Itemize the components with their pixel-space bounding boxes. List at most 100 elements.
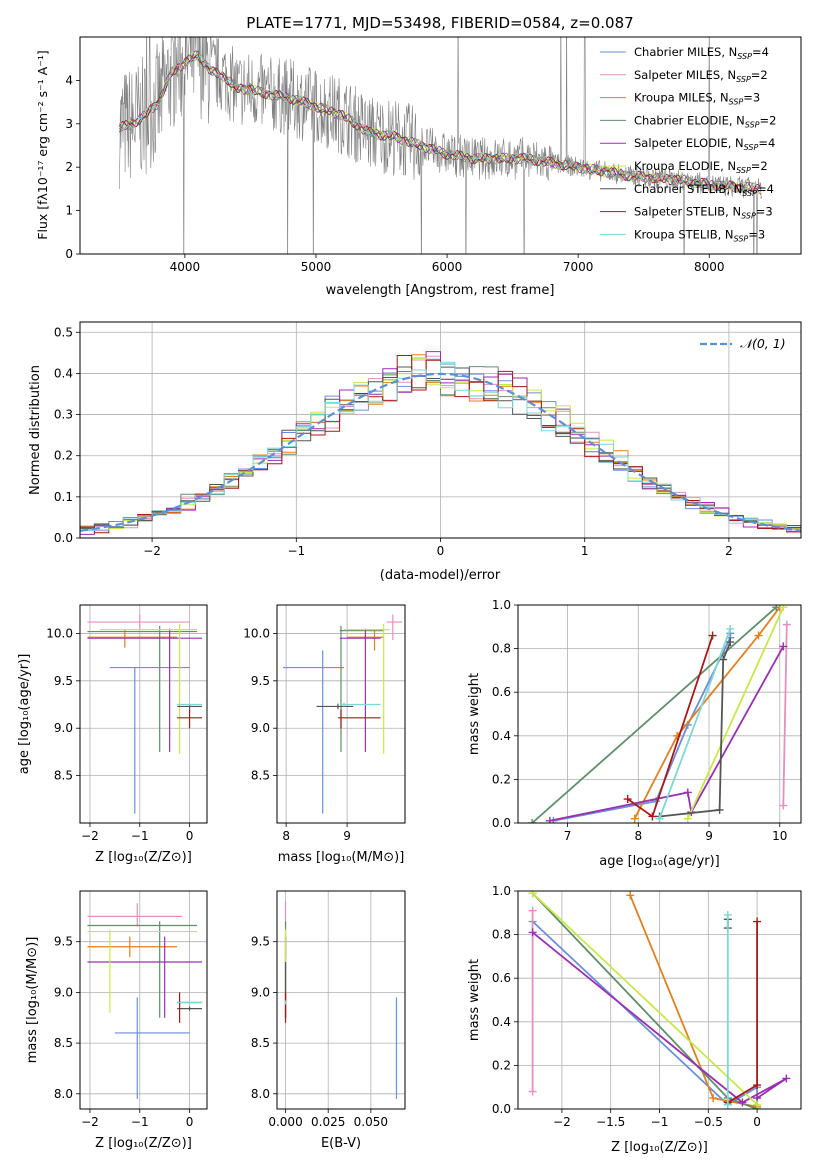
- legend-label: Chabrier MILES, NSSP=4: [634, 45, 769, 61]
- x-tick-label: 10: [772, 829, 787, 843]
- x-axis-label: wavelength [Angstrom, rest frame]: [326, 283, 555, 298]
- axes-frame-age_vs_mass: [276, 604, 406, 824]
- mass-weight-marker: [753, 1081, 762, 1090]
- error-bar-point: [87, 614, 190, 629]
- x-axis-label: age [log₁₀(age/yr)]: [599, 854, 720, 869]
- spectrum-data-line: [119, 37, 762, 254]
- y-tick-label: 0.8: [492, 642, 511, 656]
- y-tick-label: 0.6: [492, 971, 511, 985]
- mass-weight-marker: [779, 642, 788, 651]
- axes-frame-age_vs_Z: [79, 604, 208, 824]
- figure-title: PLATE=1771, MJD=53498, FIBERID=0584, z=0…: [246, 14, 633, 32]
- error-bar-point: [283, 650, 345, 814]
- mass-weight-line: [686, 606, 785, 819]
- x-tick-label: −2: [81, 1115, 99, 1129]
- error-bar-point: [177, 1000, 203, 1005]
- axes-frame-residuals: [79, 321, 802, 539]
- x-tick-label: 9: [343, 829, 351, 843]
- x-tick-label: 0.000: [268, 1115, 302, 1129]
- mass-weight-line: [531, 920, 758, 1106]
- error-bar-point: [337, 709, 381, 729]
- mass-weight-marker: [528, 928, 537, 937]
- y-tick-label: 0.2: [492, 1058, 511, 1072]
- y-tick-label: 0.1: [54, 490, 73, 504]
- mass-weight-marker: [626, 891, 635, 900]
- x-tick-label: −2: [143, 544, 161, 558]
- mass-weight-line: [633, 606, 781, 820]
- axes-mass_vs_ebv: [277, 891, 405, 1109]
- y-tick-label: 9.0: [54, 985, 73, 999]
- mass-weight-marker: [630, 814, 639, 823]
- x-tick-label: 0: [186, 1115, 194, 1129]
- plot-area-mass_vs_Z: [87, 903, 203, 1099]
- mass-weight-marker: [779, 605, 788, 612]
- error-bar-point: [87, 921, 198, 1018]
- x-tick-label: −2: [81, 829, 99, 843]
- mass-weight-marker: [528, 891, 537, 898]
- mass-weight-line: [782, 624, 788, 806]
- mass-weight-line: [629, 895, 758, 1108]
- x-tick-label: −1: [287, 544, 305, 558]
- y-tick-label: 9.5: [251, 935, 270, 949]
- x-axis-label: Z [log₁₀(Z/Z⊙)]: [611, 1140, 708, 1155]
- mass-weight-marker: [528, 819, 537, 823]
- legend-label: Salpeter ELODIE, NSSP=4: [634, 136, 775, 152]
- axes-frame-mass_vs_ebv: [276, 890, 406, 1110]
- mass-weight-marker: [719, 655, 728, 664]
- mass-weight-marker: [655, 814, 664, 823]
- plot-area-spectrum: [118, 37, 762, 254]
- mass-weight-line: [659, 641, 732, 818]
- plot-area-residuals: [80, 351, 801, 535]
- mass-weight-marker: [782, 620, 791, 629]
- x-tick-label: −1: [131, 829, 149, 843]
- mass-weight-line: [532, 931, 787, 1104]
- x-tick-label: 2: [725, 544, 733, 558]
- y-tick-label: 0.0: [492, 816, 511, 830]
- y-tick-label: 10.0: [46, 626, 73, 640]
- legend-label: Chabrier STELIB, NSSP=4: [634, 182, 774, 198]
- legend-label: Kroupa STELIB, NSSP=3: [634, 227, 765, 243]
- x-tick-label: 0.025: [311, 1115, 345, 1129]
- y-tick-label: 0.3: [54, 408, 73, 422]
- x-tick-label: −1: [651, 1115, 669, 1129]
- x-tick-label: −1: [131, 1115, 149, 1129]
- x-tick-label: 6000: [432, 260, 463, 274]
- error-bar-point: [114, 997, 190, 1099]
- error-bar-point: [87, 903, 183, 927]
- error-bar-point: [316, 703, 354, 710]
- y-tick-label: 8.5: [54, 1036, 73, 1050]
- y-tick-label: 0.4: [492, 1015, 511, 1029]
- mass-weight-marker: [723, 1100, 732, 1109]
- x-tick-label: 0: [753, 1115, 761, 1129]
- error-bar-point: [87, 929, 198, 1013]
- error-bar-point: [344, 623, 390, 754]
- x-tick-label: −1.5: [596, 1115, 625, 1129]
- legend-label: 𝒩(0, 1): [740, 336, 786, 351]
- y-tick-label: 0.2: [492, 772, 511, 786]
- mass-weight-marker: [726, 624, 735, 633]
- error-bar-point: [87, 936, 178, 957]
- spectrum-model-line: [119, 52, 762, 195]
- error-bar-point: [177, 1006, 203, 1011]
- y-tick-label: 8.5: [251, 769, 270, 783]
- error-bar-point: [87, 936, 203, 1018]
- x-tick-label: 0: [186, 829, 194, 843]
- legend-label: Kroupa ELODIE, NSSP=2: [634, 159, 768, 175]
- y-tick-label: 0.8: [492, 928, 511, 942]
- mass-weight-marker: [754, 631, 763, 640]
- y-tick-label: 0: [65, 247, 73, 261]
- mass-weight-marker: [723, 910, 732, 919]
- mass-weight-marker: [528, 1087, 537, 1096]
- mass-weight-marker: [528, 906, 537, 915]
- y-tick-label: 8.5: [54, 769, 73, 783]
- axes-frame-mass_vs_Z: [79, 890, 208, 1110]
- mass-weight-marker: [545, 816, 554, 823]
- error-bar-point: [177, 702, 203, 706]
- error-bar-point: [339, 628, 381, 752]
- axes-age_vs_Z: [80, 605, 207, 823]
- x-tick-label: 0: [437, 544, 445, 558]
- mass-weight-marker: [623, 795, 632, 804]
- mass-weight-marker: [779, 801, 788, 810]
- error-bar-point: [341, 702, 381, 707]
- x-tick-label: 8000: [694, 260, 725, 274]
